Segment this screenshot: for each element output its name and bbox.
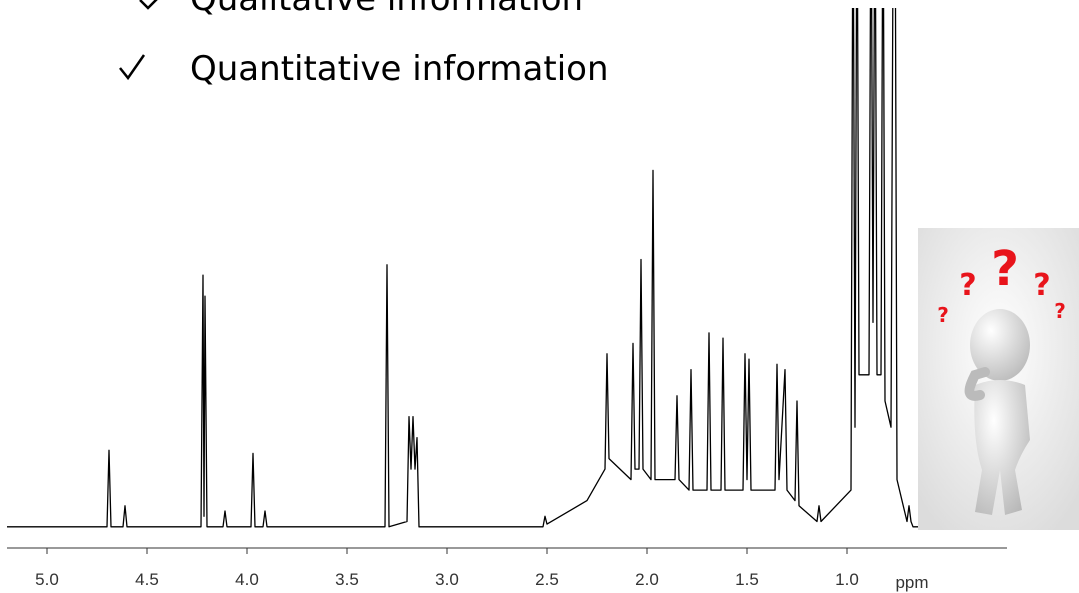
x-tick-label: 3.5: [335, 570, 359, 589]
question-mark: ?: [959, 268, 976, 303]
x-tick-label: 5.0: [35, 570, 59, 589]
check-icon: [119, 54, 146, 81]
figure-body: [974, 380, 1030, 515]
spectrum-plot: 5.0 4.5 4.0 3.5 3.0 2.5 2.0 1.5 1.0 ppm: [7, 8, 1007, 592]
x-tick-label: 4.5: [135, 570, 159, 589]
x-tick-label: 4.0: [235, 570, 259, 589]
question-mark: ?: [1054, 299, 1066, 323]
x-tick-label: 2.0: [635, 570, 659, 589]
thinking-figure: [918, 228, 1079, 530]
bullet-text: Quantitative information: [190, 49, 609, 89]
x-tick-label: 2.5: [535, 570, 559, 589]
bullet-text: Qualitative information: [190, 0, 583, 19]
question-mark: ?: [1033, 268, 1050, 303]
x-tick-label: 1.5: [735, 570, 759, 589]
question-marks: ?????: [937, 241, 1066, 327]
question-mark: ?: [937, 303, 949, 327]
figure-head: [970, 309, 1030, 381]
check-icon: [139, 0, 158, 10]
x-tick-label: 3.0: [435, 570, 459, 589]
question-mark: ?: [991, 241, 1019, 297]
spectrum-line: [7, 8, 1007, 528]
x-tick-label: 1.0: [835, 570, 859, 589]
figure-arm: [964, 367, 990, 401]
x-axis-label: ppm: [895, 573, 928, 592]
